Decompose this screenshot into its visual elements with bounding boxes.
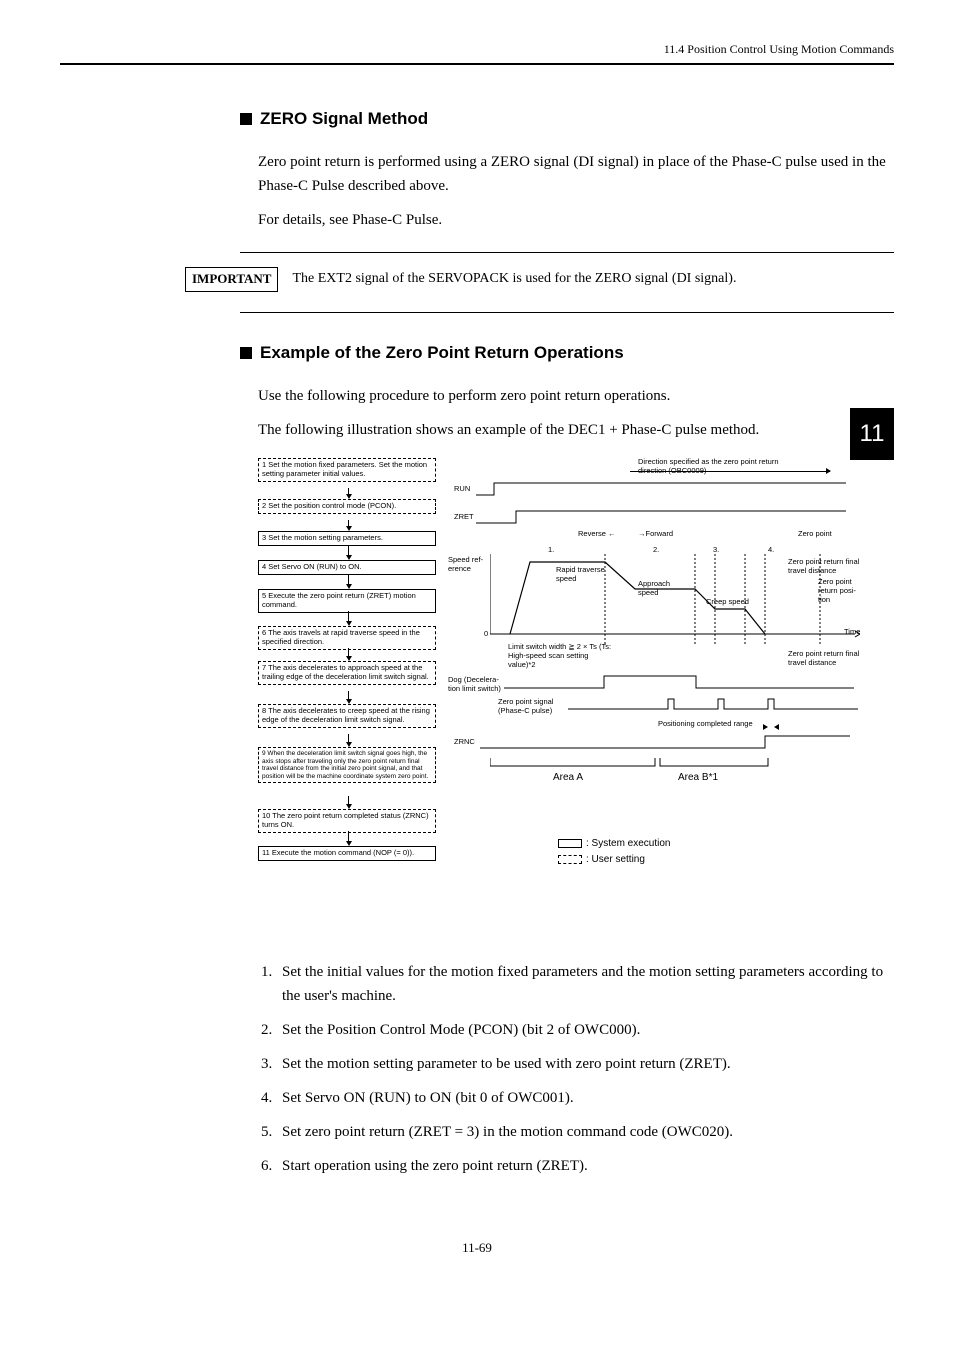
legend-dash-icon: [558, 855, 582, 864]
step-2: Set the Position Control Mode (PCON) (bi…: [276, 1018, 894, 1042]
flow-step-3: 3 Set the motion setting parameters.: [258, 531, 436, 546]
zrnc-signal-line: [480, 733, 850, 751]
arrow-right-icon: [763, 724, 768, 730]
zero-point-label: Zero point: [798, 530, 832, 539]
legend-text: : User setting: [586, 854, 645, 865]
section-example: Example of the Zero Point Return Operati…: [240, 339, 894, 366]
creep-label: Creep speed: [706, 598, 756, 607]
flow-step-4: 4 Set Servo ON (RUN) to ON.: [258, 560, 436, 575]
area-bracket: [490, 758, 860, 772]
zprfinal-label: Zero point return final travel distance: [788, 558, 866, 575]
area-b-label: Area B*1: [678, 772, 718, 784]
step-3: Set the motion setting parameter to be u…: [276, 1052, 894, 1076]
zret-signal-line: [476, 508, 846, 526]
important-row: IMPORTANT The EXT2 signal of the SERVOPA…: [185, 267, 894, 292]
paragraph: The following illustration shows an exam…: [258, 418, 894, 442]
flow-arrow: [348, 831, 349, 841]
paragraph: For details, see Phase-C Pulse.: [258, 208, 894, 232]
zps-signal-line: [568, 696, 858, 712]
flow-step-6: 6 The axis travels at rapid traverse spe…: [258, 626, 436, 649]
dir-label: Direction specified as the zero point re…: [638, 458, 808, 475]
procedure-steps: Set the initial values for the motion fi…: [258, 960, 894, 1178]
flow-step-1: 1 Set the motion fixed parameters. Set t…: [258, 458, 436, 481]
flow-step-2: 2 Set the position control mode (PCON).: [258, 499, 436, 514]
step-6: Start operation using the zero point ret…: [276, 1154, 894, 1178]
step-4: Set Servo ON (RUN) to ON (bit 0 of OWC00…: [276, 1086, 894, 1110]
speed-ref-label: Speed ref- erence: [448, 556, 490, 573]
legend-system: : System execution: [558, 838, 670, 850]
pcr-label: Positioning completed range: [658, 720, 753, 729]
flow-arrow: [348, 545, 349, 555]
flow-step-8: 8 The axis decelerates to creep speed at…: [258, 704, 436, 727]
signal-label-zret: ZRET: [454, 513, 474, 522]
important-text: The EXT2 signal of the SERVOPACK is used…: [292, 267, 736, 290]
rapid-label: Rapid traverse speed: [556, 566, 616, 583]
zprfd-label: Zero point return final travel distance: [788, 650, 866, 667]
flow-arrow: [348, 691, 349, 699]
flow-step-11: 11 Execute the motion command (NOP (= 0)…: [258, 846, 436, 861]
page-header: 11.4 Position Control Using Motion Comma…: [60, 40, 894, 65]
dir-arrow-line: [630, 471, 830, 472]
legend-solid-icon: [558, 839, 582, 848]
flow-arrow: [348, 611, 349, 621]
signal-label-run: RUN: [454, 485, 470, 494]
section-title: ZERO Signal Method: [260, 105, 428, 132]
zprp-label: Zero point return posi- tion: [818, 578, 866, 604]
flow-arrow: [348, 796, 349, 804]
arrow-right-icon: [826, 468, 831, 474]
arrow-left-icon: [774, 724, 779, 730]
flow-step-9: 9 When the deceleration limit switch sig…: [258, 747, 436, 783]
flow-arrow: [348, 648, 349, 656]
zero-label: 0: [484, 630, 488, 639]
divider: [240, 312, 894, 313]
flow-arrow: [348, 734, 349, 742]
dog-signal-line: [504, 673, 854, 691]
chapter-tab: 11: [850, 408, 894, 460]
flow-step-10: 10 The zero point return completed statu…: [258, 809, 436, 832]
section-zero-signal: ZERO Signal Method: [240, 105, 894, 132]
lsw-label: Limit switch width ≧ 2 × Ts (Ts: High-sp…: [508, 643, 618, 669]
flow-arrow: [348, 574, 349, 584]
reverse-label: Reverse ←: [578, 530, 616, 539]
important-label: IMPORTANT: [185, 267, 278, 292]
dog-label: Dog (Decelera- tion limit switch): [448, 676, 504, 693]
forward-label: →Forward: [638, 530, 673, 539]
legend-user: : User setting: [558, 854, 645, 866]
bullet-square-icon: [240, 113, 252, 125]
paragraph: Use the following procedure to perform z…: [258, 384, 894, 408]
flow-step-5: 5 Execute the zero point return (ZRET) m…: [258, 589, 436, 612]
flow-step-7: 7 The axis decelerates to approach speed…: [258, 661, 436, 684]
paragraph: Zero point return is performed using a Z…: [258, 150, 894, 198]
bullet-square-icon: [240, 347, 252, 359]
step-1: Set the initial values for the motion fi…: [276, 960, 894, 1008]
page-number: 11-69: [60, 1238, 894, 1259]
section-title: Example of the Zero Point Return Operati…: [260, 339, 624, 366]
time-label: Time: [844, 628, 860, 637]
area-a-label: Area A: [553, 772, 583, 784]
divider: [240, 252, 894, 253]
zpr-diagram: 1 Set the motion fixed parameters. Set t…: [258, 458, 868, 938]
legend-text: : System execution: [586, 838, 670, 849]
zrnc-label: ZRNC: [454, 738, 475, 747]
run-signal-line: [476, 480, 846, 498]
approach-label: Approach speed: [638, 580, 678, 597]
step-5: Set zero point return (ZRET = 3) in the …: [276, 1120, 894, 1144]
zps-label: Zero point signal (Phase-C pulse): [498, 698, 568, 715]
